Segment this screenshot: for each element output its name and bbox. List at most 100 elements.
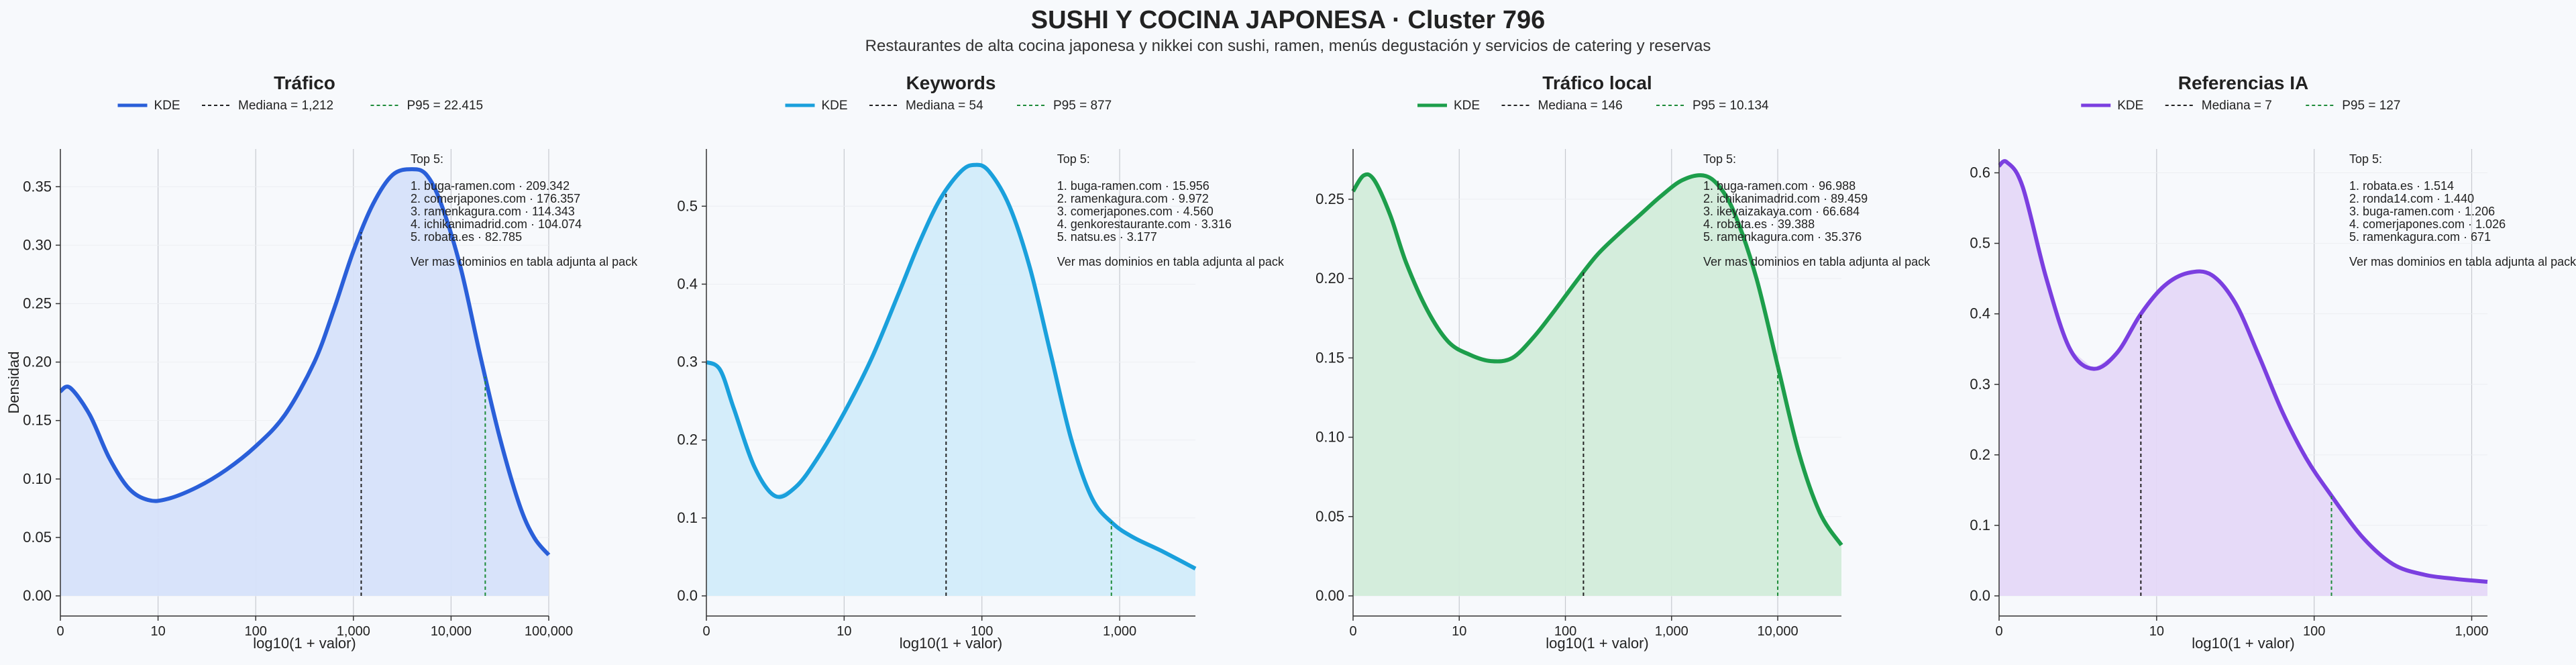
y-axis-label: Densidad — [5, 352, 22, 414]
x-tick-label: 10,000 — [1757, 624, 1798, 639]
top5-item: 4. genkorestaurante.com · 3.316 — [1057, 217, 1232, 231]
legend-label-median: Mediana = 1,212 — [238, 99, 333, 113]
top5-item: 3. ramenkagura.com · 114.343 — [411, 205, 575, 218]
top5-item: 5. robata.es · 82.785 — [411, 230, 522, 244]
y-tick-label: 0.15 — [23, 412, 52, 429]
top5-item: 3. buga-ramen.com · 1.206 — [2349, 205, 2495, 218]
y-tick-label: 0.5 — [1970, 235, 1990, 252]
x-tick-label: 10 — [2149, 624, 2164, 639]
y-tick-label: 0.10 — [1316, 429, 1344, 446]
y-tick-label: 0.3 — [677, 354, 698, 370]
y-tick-label: 0.2 — [1970, 446, 1990, 463]
page-title: SUSHI Y COCINA JAPONESA · Cluster 796 — [1031, 6, 1546, 34]
kde-area — [1999, 162, 2487, 597]
top5-item: 2. ronda14.com · 1.440 — [2349, 192, 2474, 205]
legend: KDE Mediana = 1,212 P95 = 22.415 — [117, 99, 484, 113]
legend-label-p95: P95 = 10.134 — [1693, 99, 1769, 113]
y-tick-label: 0.5 — [677, 197, 698, 214]
top5-footnote: Ver mas dominios en tabla adjunta al pac… — [411, 255, 638, 268]
y-tick-label: 0.20 — [1316, 270, 1344, 287]
x-axis-label: log10(1 + valor) — [253, 635, 356, 652]
y-tick-label: 0.0 — [1970, 587, 1990, 604]
x-axis-label: log10(1 + valor) — [1546, 635, 1648, 652]
y-tick-label: 0.30 — [23, 236, 52, 253]
top5-item: 3. ikeyaizakaya.com · 66.684 — [1703, 205, 1860, 218]
legend: KDE Mediana = 7 P95 = 127 — [2081, 99, 2400, 113]
top5-item: 4. ichikanimadrid.com · 104.074 — [411, 217, 582, 231]
x-tick-label: 100 — [245, 624, 267, 639]
legend-label-kde: KDE — [154, 99, 180, 113]
y-tick-label: 0.05 — [1316, 508, 1344, 525]
chart-title: Keywords — [906, 72, 996, 93]
x-tick-label: 1,000 — [337, 624, 370, 639]
y-tick-label: 0.25 — [23, 295, 52, 311]
legend-label-kde: KDE — [2117, 99, 2143, 113]
x-tick-label: 100,000 — [525, 624, 573, 639]
legend-label-median: Mediana = 146 — [1538, 99, 1623, 113]
top5-item: 1. buga-ramen.com · 96.988 — [1703, 179, 1856, 193]
legend: KDE Mediana = 54 P95 = 877 — [785, 99, 1112, 113]
y-tick-label: 0.00 — [1316, 587, 1344, 604]
legend-label-p95: P95 = 22.415 — [407, 99, 484, 113]
y-tick-label: 0.4 — [677, 275, 698, 292]
top5-item: 1. robata.es · 1.514 — [2349, 179, 2454, 193]
y-tick-label: 0.6 — [1970, 164, 1990, 181]
legend-label-kde: KDE — [1454, 99, 1480, 113]
x-tick-label: 1,000 — [2455, 624, 2488, 639]
top5-title: Top 5: — [1703, 152, 1736, 166]
top5-item: 4. robata.es · 39.388 — [1703, 217, 1815, 231]
x-tick-label: 0 — [56, 624, 64, 639]
kde-line — [705, 162, 1197, 571]
top5-item: 5. ramenkagura.com · 35.376 — [1703, 230, 1862, 244]
y-tick-label: 0.35 — [23, 178, 52, 195]
top5-item: 3. comerjapones.com · 4.560 — [1057, 205, 1214, 218]
chart-title: Tráfico — [274, 72, 335, 93]
x-axis-label: log10(1 + valor) — [2192, 635, 2294, 652]
top5-footnote: Ver mas dominios en tabla adjunta al pac… — [2349, 255, 2576, 268]
chart-panel-3: Tráfico local KDE Mediana = 146 P95 = 10.13… — [1316, 72, 1931, 652]
y-tick-label: 0.1 — [1970, 517, 1990, 533]
y-tick-label: 0.4 — [1970, 305, 1990, 322]
y-tick-label: 0.2 — [677, 431, 698, 448]
panels: Tráfico KDE Mediana = 1,212 P95 = 22.415 0 10… — [5, 72, 2576, 652]
top5-item: 1. buga-ramen.com · 15.956 — [1057, 179, 1210, 193]
y-tick-label: 0.0 — [677, 587, 698, 604]
chart-title: Referencias IA — [2178, 72, 2309, 93]
kde-area — [706, 164, 1195, 596]
x-tick-label: 0 — [702, 624, 710, 639]
legend-label-p95: P95 = 127 — [2342, 99, 2400, 113]
kde-line — [1351, 172, 1843, 547]
y-tick-label: 0.1 — [677, 509, 698, 526]
y-tick-label: 0.10 — [23, 470, 52, 487]
y-tick-label: 0.00 — [23, 587, 52, 604]
top5-item: 2. ichikanimadrid.com · 89.459 — [1703, 192, 1868, 205]
top5-item: 1. buga-ramen.com · 209.342 — [411, 179, 570, 193]
top5-title: Top 5: — [2349, 152, 2382, 166]
legend-label-kde: KDE — [822, 99, 848, 113]
kde-area — [1353, 175, 1841, 596]
x-axis-label: log10(1 + valor) — [900, 635, 1002, 652]
top5-item: 5. ramenkagura.com · 671 — [2349, 230, 2491, 244]
chart-title: Tráfico local — [1542, 72, 1652, 93]
legend-label-median: Mediana = 7 — [2202, 99, 2272, 113]
chart-panel-4: Referencias IA KDE Mediana = 7 P95 = 127 0 10… — [1970, 72, 2576, 652]
x-tick-label: 10,000 — [431, 624, 472, 639]
x-tick-label: 10 — [1452, 624, 1466, 639]
chart-panel-2: Keywords KDE Mediana = 54 P95 = 877 0 10 100 1,… — [677, 72, 1284, 652]
x-tick-label: 0 — [1995, 624, 2002, 639]
x-tick-label: 100 — [1554, 624, 1576, 639]
top5-item: 4. comerjapones.com · 1.026 — [2349, 217, 2506, 231]
x-tick-label: 100 — [2303, 624, 2325, 639]
y-tick-label: 0.3 — [1970, 376, 1990, 393]
x-tick-label: 10 — [150, 624, 165, 639]
x-tick-label: 100 — [971, 624, 993, 639]
x-tick-label: 10 — [837, 624, 851, 639]
x-tick-label: 1,000 — [1103, 624, 1136, 639]
top5-footnote: Ver mas dominios en tabla adjunta al pac… — [1703, 255, 1931, 268]
page-subtitle: Restaurantes de alta cocina japonesa y n… — [865, 37, 1711, 55]
x-tick-label: 0 — [1349, 624, 1356, 639]
